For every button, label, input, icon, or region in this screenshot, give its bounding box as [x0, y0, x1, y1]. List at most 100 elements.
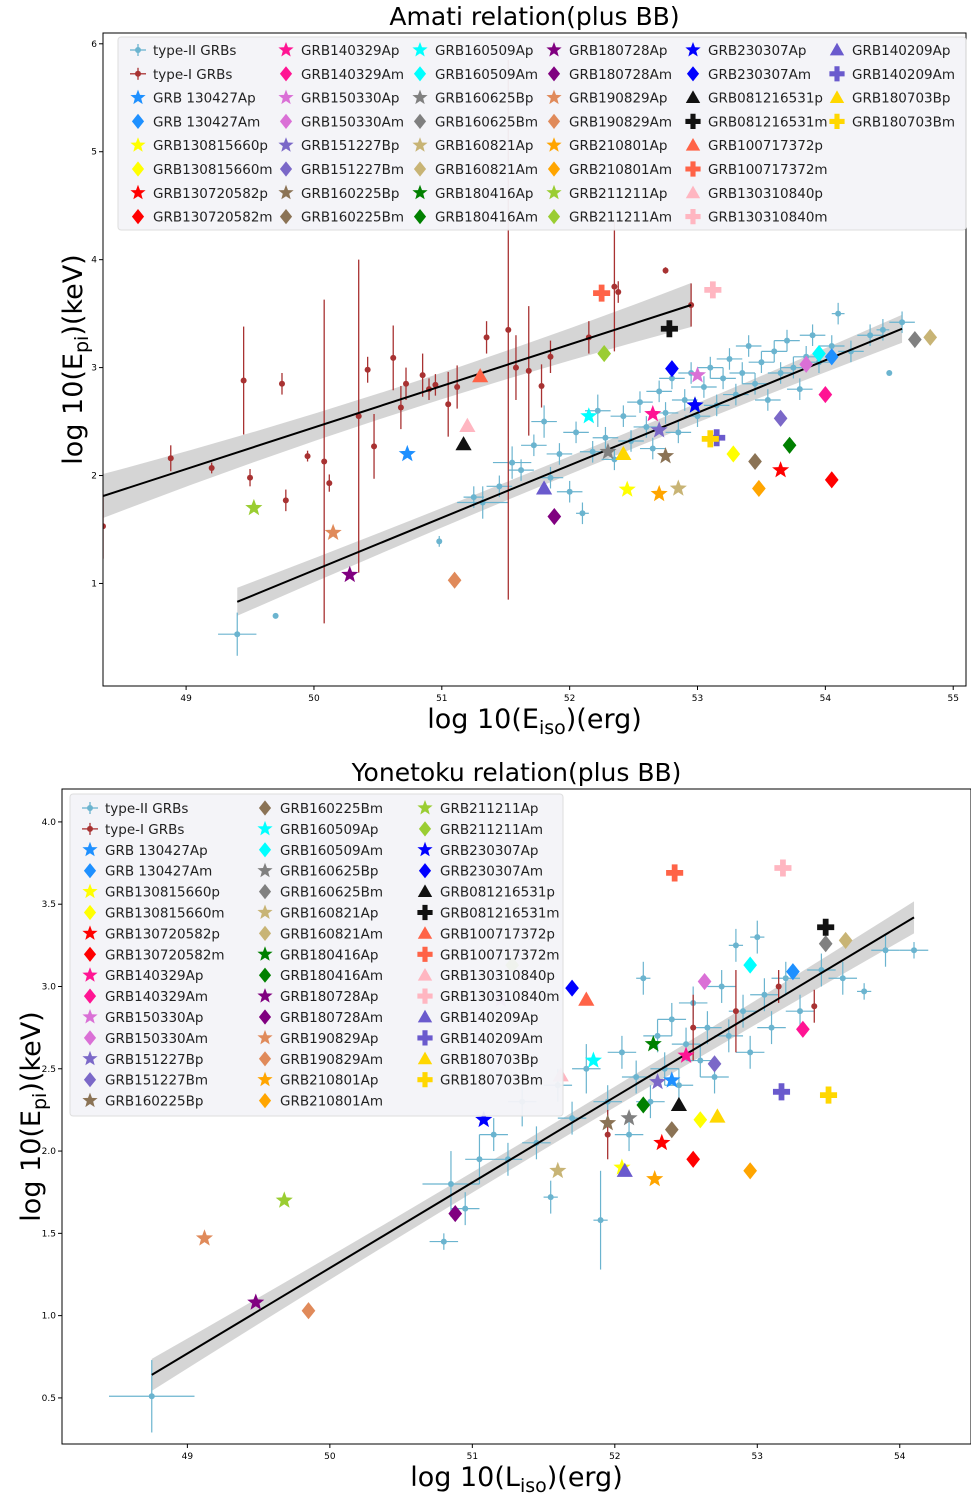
highlighted-grb-point — [245, 498, 263, 516]
y-tick-label: 3.5 — [42, 900, 56, 910]
x-axis-label-tail: )(erg) — [566, 704, 642, 735]
legend-label: GRB140329Am — [301, 67, 404, 83]
legend-label: GRB180728Ap — [569, 43, 667, 59]
legend-entry: GRB180416Ap — [412, 184, 533, 202]
legend-marker — [829, 113, 845, 129]
legend-entry: type-I GRBs — [82, 822, 184, 838]
type-ii-point — [447, 1180, 454, 1187]
type-ii-point — [518, 467, 525, 474]
type-ii-point — [777, 369, 784, 376]
highlighted-grb-point — [535, 480, 553, 495]
legend-marker — [685, 138, 701, 151]
legend-marker — [83, 863, 97, 879]
highlighted-grb-point — [666, 864, 684, 882]
legend-marker — [417, 926, 433, 939]
highlighted-grb-point — [549, 1161, 567, 1179]
highlighted-grb-point — [448, 1205, 463, 1223]
highlighted-grb-point — [812, 345, 826, 363]
legend-marker — [412, 42, 428, 57]
type-ii-point — [476, 1156, 483, 1163]
legend-entry: GRB100717372p — [417, 926, 555, 942]
legend-marker — [412, 137, 428, 152]
legend-marker — [258, 800, 272, 816]
legend-marker — [412, 89, 428, 105]
type-i-point — [397, 404, 404, 411]
legend-entry: GRB180416Am — [258, 967, 383, 984]
legend-entry: GRB180728Ap — [257, 988, 378, 1005]
highlighted-grb-point — [599, 442, 617, 460]
type-ii-point — [796, 386, 803, 393]
type-ii-point — [647, 1098, 654, 1105]
legend-label: GRB140209Am — [852, 67, 955, 83]
highlighted-grb-point — [838, 931, 853, 949]
legend-marker — [279, 66, 293, 82]
legend-label: GRB140209Am — [440, 1031, 543, 1047]
type-i-point — [811, 1003, 818, 1010]
legend-marker — [82, 1092, 98, 1108]
legend-marker — [278, 89, 294, 105]
type-ii-point — [654, 1032, 661, 1039]
type-i-point — [732, 1008, 739, 1015]
legend-label: GRB151227Bp — [105, 1052, 203, 1068]
legend-marker — [685, 209, 701, 225]
highlighted-grb-point — [584, 1051, 602, 1068]
legend-label: GRB211211Am — [569, 210, 672, 226]
x-axis-label: log 10(Liso)(erg) — [410, 1462, 622, 1497]
type-ii-point — [790, 364, 797, 371]
type-ii-point — [234, 631, 241, 638]
type-i-point — [326, 480, 333, 487]
legend-entry: GRB230307Am — [686, 66, 811, 83]
legend-entry: GRB130310840m — [417, 988, 560, 1005]
legend-label: GRB100717372p — [708, 138, 823, 154]
legend-marker — [279, 161, 293, 177]
legend-label: GRB130815660p — [105, 885, 220, 901]
x-tick-label: 50 — [308, 694, 320, 704]
legend-entry: GRB160625Bp — [257, 862, 378, 880]
legend-label: GRB180728Ap — [280, 989, 378, 1005]
legend-label: GRB100717372p — [440, 926, 555, 942]
type-ii-point — [758, 359, 765, 366]
legend-label: GRB180416Ap — [435, 186, 533, 202]
legend-box — [69, 793, 564, 1117]
axes-frame — [102, 32, 967, 687]
type-ii-point — [739, 369, 746, 376]
type-ii-point — [675, 429, 682, 436]
legend-label: GRB160509Am — [435, 67, 538, 83]
legend-entry: GRB210801Ap — [546, 137, 667, 154]
highlighted-grb-point — [620, 1109, 638, 1126]
type-ii-point — [589, 448, 596, 455]
legend-entry: GRB160625Bm — [413, 113, 538, 130]
legend-label: GRB180703Bp — [852, 91, 950, 107]
highlighted-grb-point — [818, 935, 833, 953]
type-ii-point — [861, 988, 868, 995]
legend-marker — [278, 42, 294, 57]
legend-marker — [258, 842, 272, 858]
type-ii-point — [683, 1041, 690, 1048]
highlighted-grb-point — [689, 366, 707, 383]
legend-label: GRB180416Am — [280, 968, 383, 984]
legend-marker — [546, 42, 562, 57]
legend-marker — [258, 967, 272, 983]
highlighted-grb-point — [752, 479, 766, 498]
legend-marker — [257, 1071, 273, 1087]
legend-label: GRB160821Ap — [280, 906, 378, 922]
legend-label: GRB151227Bp — [301, 138, 399, 154]
legend-entry: GRB140209Ap — [417, 1009, 538, 1026]
type-i-point — [167, 455, 174, 462]
x-axis-label-main: log 10(L — [410, 1462, 520, 1493]
legend-entry: GRB180728Ap — [546, 42, 667, 59]
legend-label: GRB081216531m — [708, 114, 828, 130]
type-ii-point — [594, 407, 601, 414]
legend-label: GRB230307Ap — [440, 843, 538, 859]
chart-title: Amati relation(plus BB) — [389, 2, 679, 31]
legend-entry: GRB190829Ap — [546, 89, 667, 107]
type-i-point — [538, 382, 545, 389]
x-tick-label: 53 — [692, 694, 703, 704]
y-axis-label: log 10(Epi)(keV) — [16, 1011, 51, 1221]
legend-marker — [257, 862, 273, 878]
x-axis-label-tail: )(erg) — [547, 1462, 623, 1493]
x-axis-label-main: log 10(E — [427, 704, 539, 735]
type-ii-point — [681, 396, 688, 403]
legend-entry: GRB160225Bm — [258, 800, 383, 817]
legend-label: GRB160821Ap — [435, 138, 533, 154]
